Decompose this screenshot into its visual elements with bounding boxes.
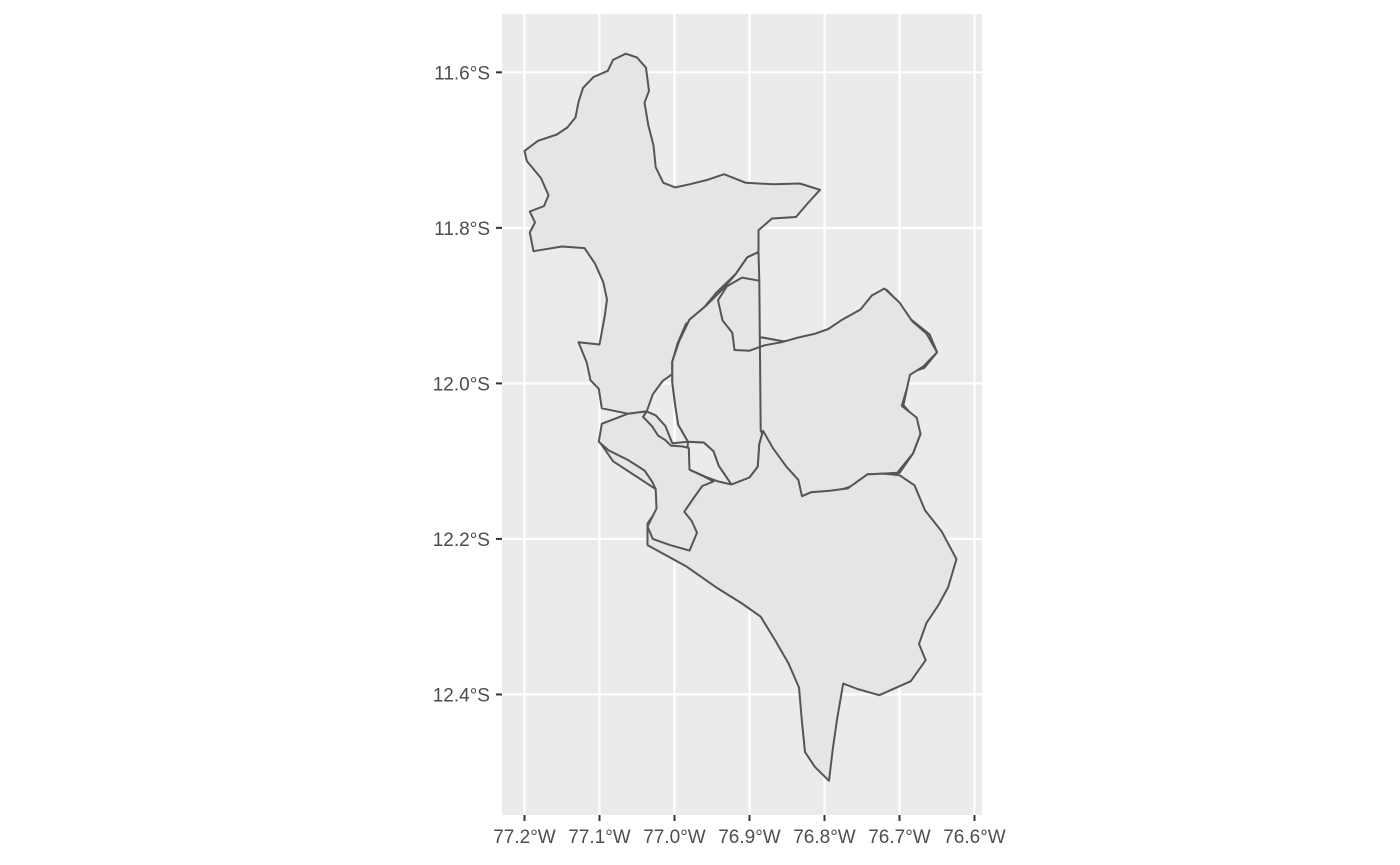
y-axis-ticks: 11.6°S 11.8°S 12.0°S 12.2°S 12.4°S bbox=[433, 63, 502, 706]
x-tick-label: 76.6°W bbox=[943, 827, 1006, 848]
y-tick-label: 12.4°S bbox=[433, 685, 490, 706]
x-tick-label: 77.1°W bbox=[568, 827, 631, 848]
y-tick-label: 11.6°S bbox=[434, 63, 490, 84]
region-boundaries bbox=[523, 52, 958, 782]
y-tick-label: 11.8°S bbox=[434, 219, 490, 240]
y-tick-label: 12.2°S bbox=[433, 530, 490, 551]
x-tick-label: 77.2°W bbox=[493, 827, 556, 848]
region-callao bbox=[597, 410, 715, 552]
y-tick-label: 12.0°S bbox=[433, 374, 490, 395]
x-tick-label: 76.9°W bbox=[718, 827, 781, 848]
x-tick-label: 76.8°W bbox=[793, 827, 856, 848]
x-tick-label: 77.0°W bbox=[643, 827, 706, 848]
x-tick-label: 76.7°W bbox=[868, 827, 931, 848]
x-axis-ticks: 77.2°W 77.1°W 77.0°W 76.9°W 76.8°W 76.7°W 76.6… bbox=[493, 815, 1006, 848]
